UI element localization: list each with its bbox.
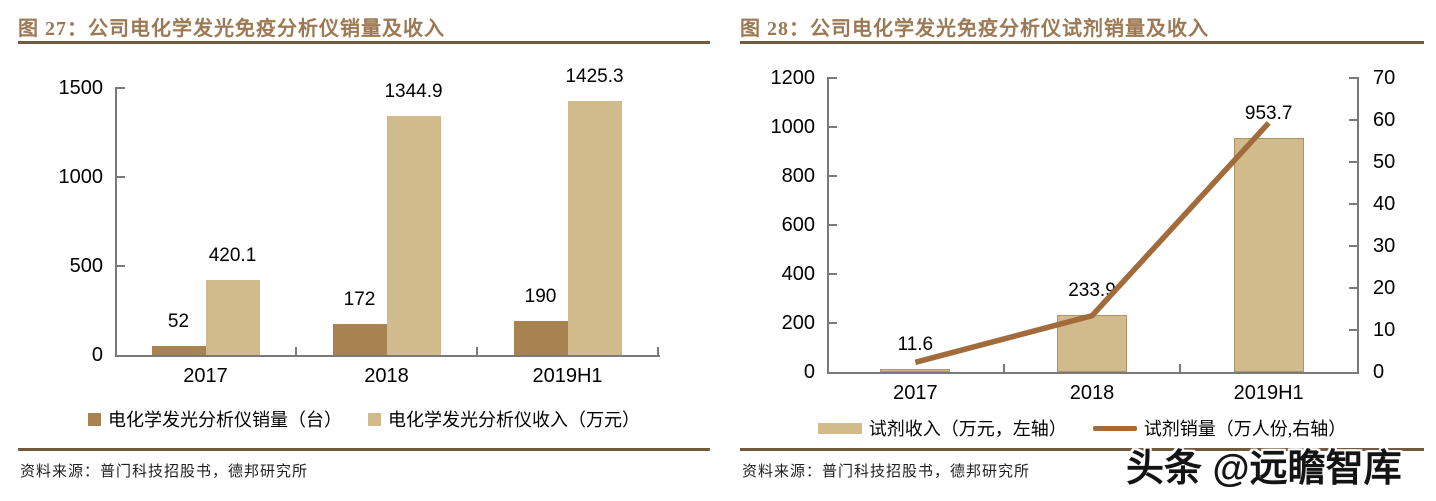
figure-28-title-rule (740, 41, 1424, 44)
legend-item-s0: 电化学发光分析仪销量（台） (88, 406, 342, 432)
y-axis-tick (115, 87, 125, 89)
x-category-label: 2017 (893, 382, 938, 404)
x-category-label: 2018 (1069, 382, 1115, 404)
secondary-y-tick-label: 30 (1373, 235, 1396, 257)
bar-s1-2018 (386, 115, 441, 355)
secondary-y-axis-tick (1349, 161, 1359, 163)
secondary-y-tick-label: 10 (1373, 319, 1396, 341)
secondary-y-axis-tick (1349, 329, 1359, 331)
bar-value-label: 1425.3 (565, 66, 624, 88)
y-axis-tick (115, 265, 125, 267)
x-category-label: 2017 (183, 365, 228, 387)
secondary-y-axis-tick (1349, 245, 1359, 247)
y-tick-label: 400 (781, 263, 815, 285)
secondary-y-axis-tick (1349, 203, 1359, 205)
y-axis-tick (827, 126, 837, 128)
legend-color-swatch (88, 412, 101, 426)
figure-27-legend: 电化学发光分析仪销量（台） 电化学发光分析仪收入（万元） (18, 404, 710, 434)
y-axis-tick (827, 273, 837, 275)
x-axis-tick (657, 347, 659, 355)
y-tick-label: 600 (781, 214, 815, 236)
bar-value-label: 1344.9 (384, 80, 443, 102)
bar-value-label: 52 (167, 310, 190, 332)
figure-27-title: 图 27：公司电化学发光免疫分析仪销量及收入 (18, 18, 445, 40)
figure-28-source-text: 资料来源：普门科技招股书，德邦研究所 (742, 464, 1031, 480)
y-tick-label: 1200 (770, 67, 816, 89)
y-tick-label: 0 (91, 344, 103, 366)
y-axis (827, 78, 829, 374)
bar-value-label: 420.1 (208, 245, 257, 267)
bar-value-label: 190 (524, 286, 557, 308)
legend-color-swatch (817, 422, 862, 434)
y-axis-tick (827, 175, 837, 177)
bar-value-label: 11.6 (897, 334, 934, 356)
figure-28-legend: 试剂收入（万元，左轴） 试剂销量（万人份,右轴） (740, 413, 1424, 443)
legend-item-s1: 电化学发光分析仪收入（万元） (368, 406, 640, 432)
secondary-y-tick-label: 70 (1373, 67, 1396, 89)
figure-27-title-rule (18, 41, 710, 44)
y-axis-tick (827, 77, 837, 79)
y-axis-tick (827, 224, 837, 226)
secondary-y-tick-label: 50 (1373, 151, 1396, 173)
x-axis-tick (476, 347, 478, 355)
x-category-label: 2018 (364, 365, 409, 387)
x-axis (115, 355, 660, 357)
bar-value-label: 233.9 (1068, 279, 1116, 301)
secondary-y-axis-tick (1349, 287, 1359, 289)
figure-27-chart: 0 500 1000 1500 2017 2018 2019H1 52 172 190 420.1 1… (18, 53, 710, 413)
legend-label: 试剂销量（万人份,右轴） (1143, 419, 1347, 439)
reagent-sales-line (914, 121, 1271, 365)
x-axis-tick (1179, 364, 1182, 372)
bar-s0-2017 (151, 345, 206, 355)
y-tick-label: 800 (781, 165, 815, 187)
toutiao-watermark: 头条 @远瞻智库 (1126, 448, 1402, 490)
y-tick-label: 1000 (770, 116, 816, 138)
secondary-y-tick-label: 40 (1373, 193, 1396, 215)
legend-item-s1: 试剂销量（万人份,右轴） (1092, 415, 1347, 441)
y-tick-label: 1500 (58, 77, 104, 99)
bar-value-label: 953.7 (1244, 103, 1293, 125)
legend-label: 电化学发光分析仪收入（万元） (388, 410, 640, 430)
figure-28-chart: 0 200 400 600 800 1000 1200 0 10 20 30 40 50 60 70 2017… (740, 53, 1424, 413)
x-category-label: 2019H1 (1233, 382, 1304, 404)
legend-label: 试剂收入（万元，左轴） (868, 419, 1067, 439)
secondary-y-axis (1357, 78, 1359, 374)
x-axis (827, 372, 1359, 374)
y-axis-tick (827, 322, 837, 324)
x-category-label: 2019H1 (532, 365, 603, 387)
figure-27-source-text: 资料来源：普门科技招股书，德邦研究所 (20, 464, 309, 480)
secondary-y-axis-tick (1349, 119, 1359, 121)
y-tick-label: 1000 (58, 166, 104, 188)
y-tick-label: 500 (69, 255, 103, 277)
x-axis-tick (295, 347, 297, 355)
bar-s1-2017 (205, 280, 260, 355)
legend-item-s0: 试剂收入（万元，左轴） (817, 415, 1067, 441)
bar-s0-2017 (880, 369, 951, 372)
y-tick-label: 0 (803, 361, 815, 383)
y-axis (115, 88, 117, 357)
figure-28-panel: 图 28：公司电化学发光免疫分析仪试剂销量及收入 0 200 400 600 800 10… (740, 8, 1424, 494)
figure-28-source-rule (740, 448, 1424, 451)
secondary-y-tick-label: 20 (1373, 277, 1396, 299)
bar-s1-2019H1 (567, 101, 622, 355)
legend-color-swatch (368, 412, 381, 426)
y-axis-tick (115, 176, 125, 178)
bar-s0-2019H1 (513, 321, 568, 355)
legend-label: 电化学发光分析仪销量（台） (108, 410, 342, 430)
figure-27-source-rule (18, 448, 710, 451)
reagent-sales-line-svg (914, 121, 1271, 365)
bar-s0-2018 (332, 324, 387, 355)
figure-28-title: 图 28：公司电化学发光免疫分析仪试剂销量及收入 (740, 18, 1209, 40)
legend-line-swatch (1092, 425, 1137, 431)
x-axis-tick (1002, 364, 1005, 372)
secondary-y-axis-tick (1349, 77, 1359, 79)
secondary-y-tick-label: 0 (1373, 361, 1385, 383)
y-tick-label: 200 (781, 312, 815, 334)
secondary-y-tick-label: 60 (1373, 109, 1396, 131)
figure-27-panel: 图 27：公司电化学发光免疫分析仪销量及收入 0 500 1000 1500 2017 2… (18, 8, 710, 494)
bar-s0-2019H1 (1233, 138, 1304, 372)
bar-value-label: 172 (343, 289, 376, 311)
